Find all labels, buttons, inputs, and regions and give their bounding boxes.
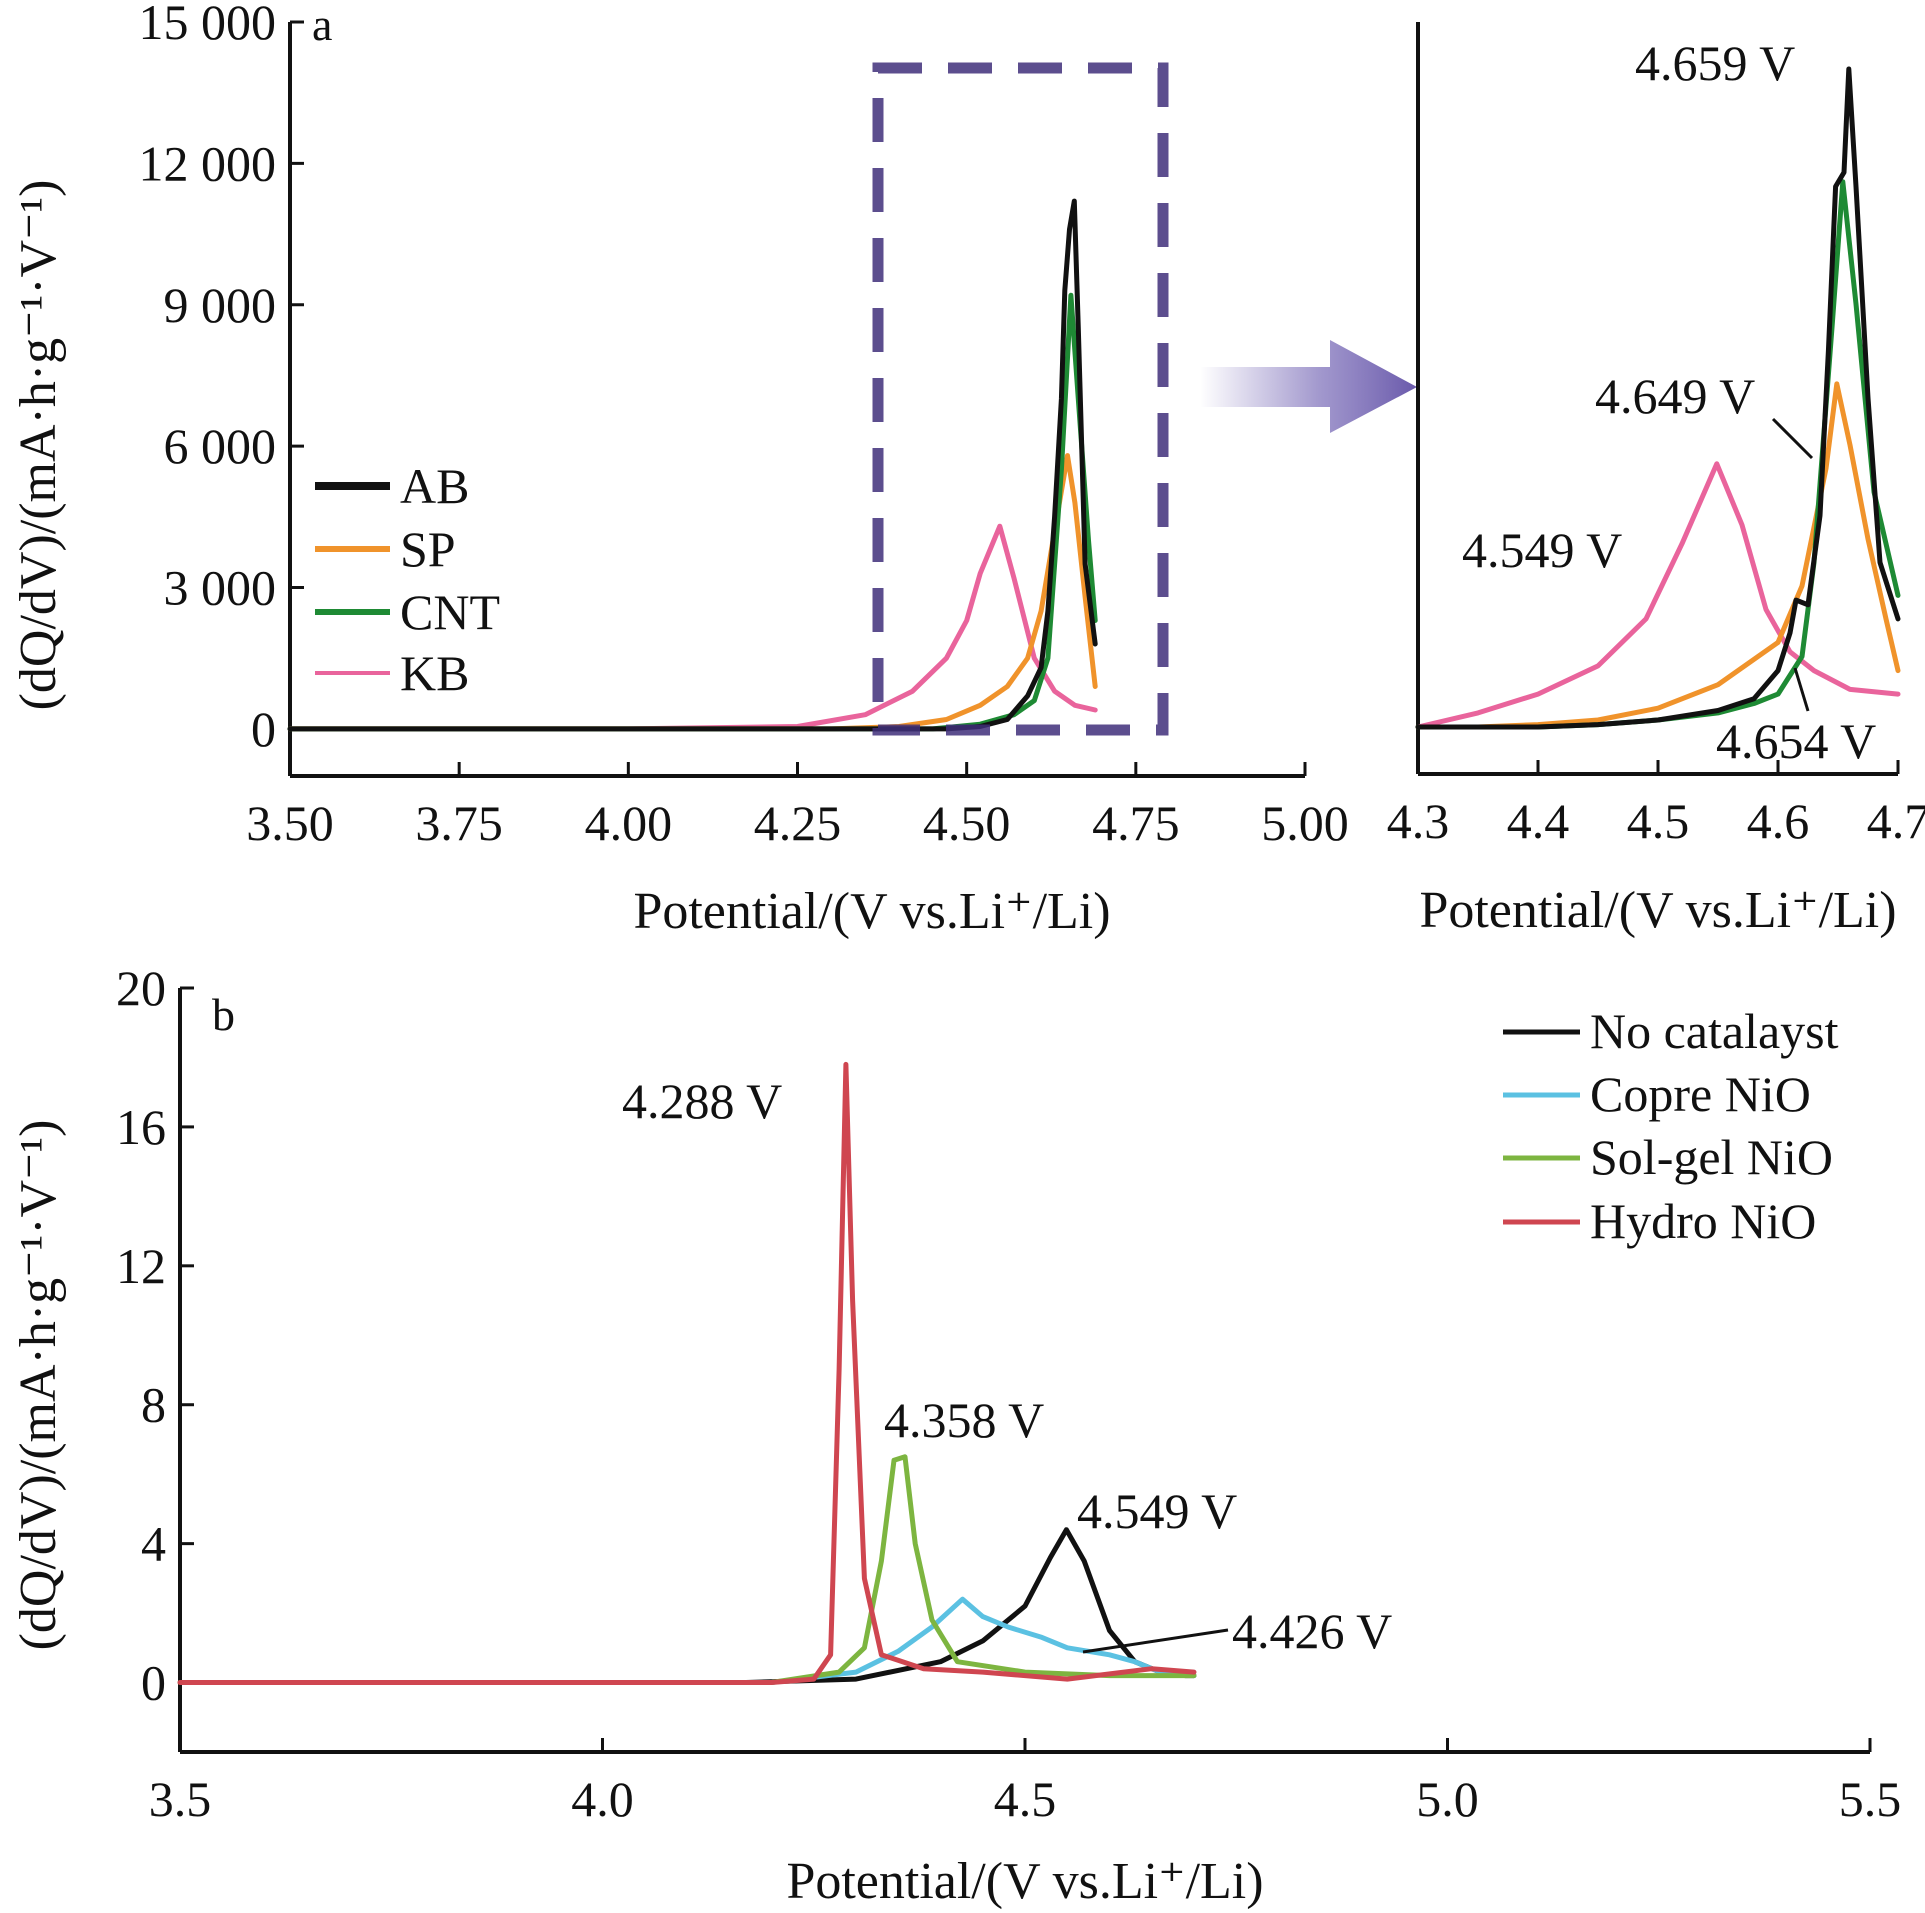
b-x-tick-label: 5.0 (1416, 1771, 1479, 1827)
annotation-4549: 4.549 V (1077, 1483, 1237, 1539)
legend-label-copre: Copre NiO (1590, 1066, 1811, 1122)
annotation-4649: 4.649 V (1595, 368, 1755, 424)
annotation-4659: 4.659 V (1635, 35, 1795, 91)
legend-label-kb: KB (400, 645, 469, 701)
a-series-kb (287, 523, 1098, 732)
zoom-x-tick-label: 4.3 (1387, 793, 1450, 849)
panel-a-x-ticks: 3.50 3.75 4.00 4.25 4.50 4.75 5.00 (246, 762, 1349, 851)
b-y-tick-label: 12 (116, 1238, 166, 1294)
legend-label-ab: AB (400, 458, 469, 514)
legend-label-sp: SP (400, 521, 456, 577)
a-y-tick-label: 15 000 (139, 0, 277, 50)
b-y-tick-label: 16 (116, 1099, 166, 1155)
b-y-tick-label: 8 (141, 1377, 166, 1433)
legend-label-hydro: Hydro NiO (1590, 1193, 1816, 1249)
panel-b-legend: No catalayst Copre NiO Sol-gel NiO Hydro… (1503, 1003, 1839, 1249)
a-y-tick-label: 0 (251, 701, 276, 757)
zoom-series-sp (1415, 381, 1901, 730)
panel-a-x-axis-title: Potential/(V vs.Li⁺/Li) (633, 883, 1110, 940)
b-x-tick-label: 3.5 (149, 1771, 212, 1827)
a-y-tick-label: 6 000 (164, 418, 277, 474)
b-x-tick-label: 4.0 (571, 1771, 634, 1827)
zoom-series (1415, 66, 1901, 730)
leader-4654 (1793, 667, 1810, 712)
legend-label-sol-gel: Sol-gel NiO (1590, 1129, 1833, 1185)
b-series-sol-gel-nio (177, 1454, 1197, 1685)
leader-4649 (1771, 417, 1814, 460)
a-x-tick-label: 4.00 (585, 795, 673, 851)
a-x-tick-label: 4.25 (754, 795, 842, 851)
zoom-x-ticks: 4.3 4.4 4.5 4.6 4.7 (1387, 760, 1925, 849)
annotation-4358: 4.358 V (884, 1392, 1044, 1448)
leader-4426 (1082, 1628, 1229, 1654)
panel-a-zoom: 4.3 4.4 4.5 4.6 4.7 4.659 V 4.649 V 4.549 V … (1387, 22, 1925, 939)
zoom-x-tick-label: 4.7 (1867, 793, 1925, 849)
b-series-hydro-nio (177, 1061, 1197, 1685)
b-series-copre-nio (769, 1596, 1197, 1685)
panel-b-y-axis-title: (dQ/dV)/(mA·h·g⁻¹·V⁻¹) (10, 1120, 67, 1651)
zoom-x-tick-label: 4.4 (1507, 793, 1570, 849)
annotation-4288: 4.288 V (622, 1073, 782, 1129)
panel-a-y-axis-title: (dQ/dV)/(mA·h·g⁻¹·V⁻¹) (10, 180, 67, 711)
b-x-tick-label: 4.5 (994, 1771, 1057, 1827)
zoom-x-axis-title: Potential/(V vs.Li⁺/Li) (1419, 882, 1896, 939)
zoom-series-ab (1415, 66, 1901, 730)
zoom-series-kb (1415, 461, 1901, 730)
zoom-x-tick-label: 4.6 (1747, 793, 1810, 849)
b-y-tick-label: 4 (141, 1516, 166, 1572)
panel-b-letter: b (212, 989, 235, 1040)
zoom-region-box (872, 62, 1169, 736)
panel-b-y-ticks: 0 4 8 12 16 20 (116, 960, 194, 1711)
panel-a-letter: a (312, 0, 332, 50)
a-x-tick-label: 3.50 (246, 795, 334, 851)
a-y-tick-label: 9 000 (164, 277, 277, 333)
panel-a-y-ticks: 0 3 000 6 000 9 000 12 000 15 000 (139, 0, 304, 757)
panel-b-series (177, 1061, 1197, 1685)
a-x-tick-label: 4.75 (1092, 795, 1180, 851)
annotation-4549-zoom: 4.549 V (1462, 522, 1622, 578)
a-x-tick-label: 5.00 (1261, 795, 1349, 851)
a-y-tick-label: 3 000 (164, 560, 277, 616)
a-x-tick-label: 4.50 (923, 795, 1011, 851)
a-y-tick-label: 12 000 (139, 135, 277, 191)
legend-label-cnt: CNT (400, 584, 500, 640)
panel-a-legend: AB SP CNT KB (315, 458, 500, 701)
b-x-tick-label: 5.5 (1839, 1771, 1902, 1827)
annotation-4426: 4.426 V (1232, 1603, 1392, 1659)
a-x-tick-label: 3.75 (415, 795, 503, 851)
legend-label-no-catalyst: No catalayst (1590, 1003, 1839, 1059)
zoom-x-tick-label: 4.5 (1627, 793, 1690, 849)
b-y-tick-label: 20 (116, 960, 166, 1016)
b-y-tick-label: 0 (141, 1655, 166, 1711)
zoom-arrow (1200, 340, 1417, 433)
panel-b-x-axis-title: Potential/(V vs.Li⁺/Li) (786, 1853, 1263, 1910)
annotation-4654: 4.654 V (1716, 713, 1876, 769)
panel-a: a 0 3 000 6 000 9 000 12 000 15 000 3.50 3.75 4… (10, 0, 1349, 940)
panel-b-x-ticks: 3.5 4.0 4.5 5.0 5.5 (149, 1738, 1902, 1827)
panel-b: b 0 4 8 12 16 20 3.5 4.0 4.5 5.0 5.5 4.288 V 4.35… (10, 960, 1901, 1910)
